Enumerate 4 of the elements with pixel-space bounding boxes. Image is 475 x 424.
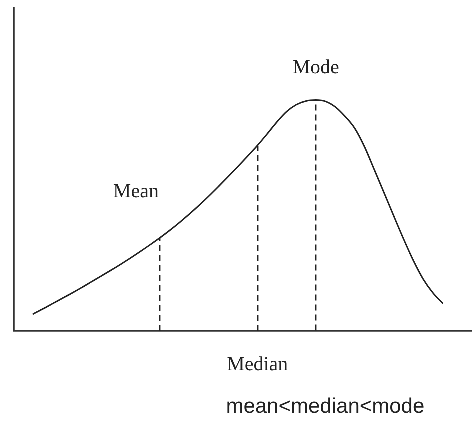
text: mean<median<mode [226,394,425,418]
text: Median [227,353,288,376]
text: Mode [292,56,340,79]
annotation: Mean [113,180,159,202]
